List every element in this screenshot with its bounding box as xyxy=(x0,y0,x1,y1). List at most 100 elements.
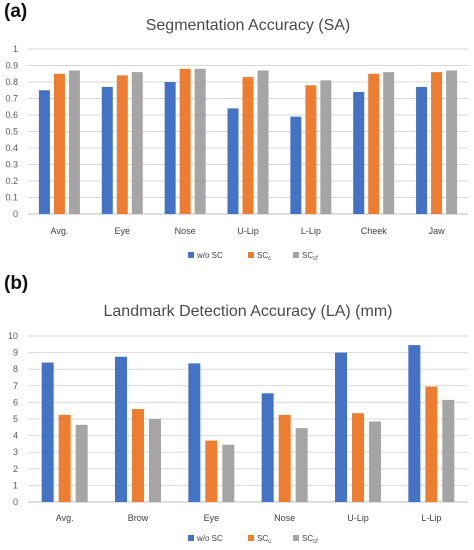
category-label: Eye xyxy=(115,226,131,236)
bar-w-o-sc-cheek xyxy=(353,91,365,214)
bar-scc-u-lip xyxy=(242,77,254,214)
category-label: Brow xyxy=(128,513,149,523)
bar-scc-eye xyxy=(205,440,218,502)
bar-w-o-sc-avg- xyxy=(38,90,50,214)
bar-w-o-sc-u-lip xyxy=(227,108,239,214)
category-label: Nose xyxy=(274,513,295,523)
y-tick-label: 0.1 xyxy=(5,193,18,203)
y-tick-label: 0 xyxy=(13,209,18,219)
y-tick-label: 0.3 xyxy=(5,160,18,170)
legend-label-sub: cf xyxy=(313,256,318,262)
bar-scc-brow xyxy=(132,409,144,502)
bar-sccf-nose xyxy=(194,68,206,214)
bar-sccf-l-lip xyxy=(442,399,455,502)
bar-sccf-nose xyxy=(295,428,308,502)
segmentation-accuracy-chart: Segmentation Accuracy (SA) 0 0.1 0.2 0.3 0.4 0… xyxy=(5,17,468,262)
legend-label: SCc xyxy=(257,251,271,262)
y-tick-label: 0.2 xyxy=(5,176,18,186)
y-tick-label: 1 xyxy=(13,480,18,490)
bar-scc-eye xyxy=(116,75,128,215)
y-tick-label: 9 xyxy=(13,348,18,358)
category-label: U-Lip xyxy=(347,513,369,523)
bar-sccf-l-lip xyxy=(320,80,332,214)
bar-w-o-sc-nose xyxy=(261,393,274,502)
category-label: Eye xyxy=(204,513,220,523)
legend-swatch xyxy=(188,535,194,541)
y-tick-label: 8 xyxy=(13,364,18,374)
bar-sccf-brow xyxy=(149,419,161,502)
legend-label-sub: c xyxy=(268,539,271,545)
chart-title: Segmentation Accuracy (SA) xyxy=(146,17,351,34)
legend-label-sub: cf xyxy=(313,539,318,545)
legend-label: SCcf xyxy=(302,534,318,545)
y-tick-label: 0.4 xyxy=(5,143,18,153)
legend-swatch xyxy=(293,535,299,541)
landmark-detection-accuracy-chart: Landmark Detection Accuracy (LA) (mm) 0 1 2… xyxy=(8,303,468,545)
legend-label-main: w/o SC xyxy=(196,251,223,260)
y-tick-label: 3 xyxy=(13,447,18,457)
bar-w-o-sc-brow xyxy=(115,356,127,502)
legend-swatch xyxy=(188,252,194,258)
bar-scc-cheek xyxy=(368,73,380,214)
legend-label-main: SC xyxy=(302,251,313,260)
legend-label-main: SC xyxy=(257,251,268,260)
y-tick-label: 1 xyxy=(13,44,18,54)
y-tick-label: 7 xyxy=(13,381,18,391)
y-tick-label: 5 xyxy=(13,414,18,424)
legend-label: SCcf xyxy=(302,251,318,262)
category-label: L-Lip xyxy=(421,513,441,523)
bar-w-o-sc-nose xyxy=(164,82,176,214)
y-tick-label: 4 xyxy=(13,431,18,441)
y-tick-label: 2 xyxy=(13,464,18,474)
bar-w-o-sc-l-lip xyxy=(290,116,302,214)
legend-swatch xyxy=(248,252,254,258)
bar-sccf-avg- xyxy=(68,70,80,214)
y-tick-label: 0.9 xyxy=(5,61,18,71)
legend-label-main: w/o SC xyxy=(196,534,223,543)
legend-label: w/o SC xyxy=(196,251,223,260)
bar-w-o-sc-u-lip xyxy=(335,352,347,502)
legend-label-main: SC xyxy=(257,534,268,543)
y-tick-label: 0.5 xyxy=(5,127,18,137)
bar-scc-nose xyxy=(278,414,291,502)
bar-scc-l-lip xyxy=(425,386,438,502)
category-label: Jaw xyxy=(429,226,446,236)
category-label: L-Lip xyxy=(301,226,321,236)
bar-scc-avg- xyxy=(53,73,65,214)
bar-sccf-u-lip xyxy=(257,70,269,214)
bar-w-o-sc-jaw xyxy=(416,86,428,214)
bar-scc-l-lip xyxy=(305,85,317,214)
panel-label-b: (b) xyxy=(4,273,29,294)
bar-sccf-cheek xyxy=(383,72,395,214)
chart-panel-b: (b) Landmark Detection Accuracy (LA) (mm… xyxy=(0,272,474,550)
category-label: Nose xyxy=(175,226,196,236)
legend-swatch xyxy=(248,535,254,541)
category-label: Cheek xyxy=(361,226,388,236)
y-tick-label: 0 xyxy=(13,497,18,507)
chart-panel-a: (a) Segmentation Accuracy (SA) 0 0.1 0.2 0.3… xyxy=(0,0,474,272)
bar-scc-jaw xyxy=(431,72,443,214)
legend-label-sub: c xyxy=(268,256,271,262)
bar-sccf-eye xyxy=(131,72,143,214)
bar-w-o-sc-eye xyxy=(188,363,201,502)
legend-label: w/o SC xyxy=(196,534,223,543)
bar-sccf-eye xyxy=(222,444,235,502)
bar-w-o-sc-avg- xyxy=(41,362,54,502)
legend-swatch xyxy=(293,252,299,258)
chart-title: Landmark Detection Accuracy (LA) (mm) xyxy=(104,303,393,320)
bar-w-o-sc-eye xyxy=(101,86,113,214)
bar-sccf-jaw xyxy=(446,70,458,214)
y-tick-label: 0.8 xyxy=(5,77,18,87)
category-label: U-Lip xyxy=(237,226,259,236)
bar-scc-nose xyxy=(179,68,191,214)
y-tick-label: 10 xyxy=(8,331,18,341)
panel-label-a: (a) xyxy=(4,1,28,22)
category-label: Avg. xyxy=(50,226,68,236)
legend-label: SCc xyxy=(257,534,271,545)
bar-scc-u-lip xyxy=(352,413,364,502)
legend-label-main: SC xyxy=(302,534,313,543)
bar-scc-avg- xyxy=(58,414,71,502)
y-tick-label: 0.7 xyxy=(5,94,18,104)
bar-sccf-avg- xyxy=(75,424,88,502)
category-label: Avg. xyxy=(56,513,74,523)
